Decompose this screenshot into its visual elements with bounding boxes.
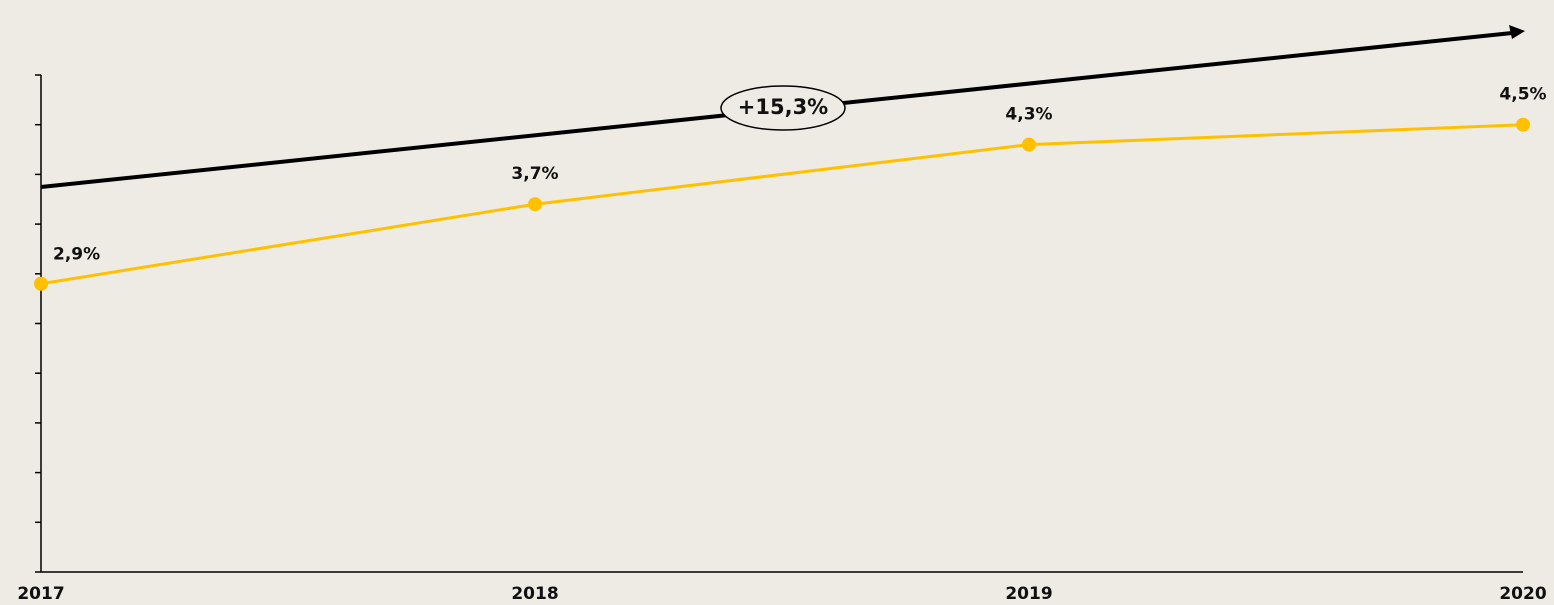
x-tick-label: 2018 <box>511 584 558 604</box>
arrow-head <box>1509 25 1525 39</box>
data-label: 4,3% <box>1005 105 1052 125</box>
x-tick-label: 2017 <box>17 584 64 604</box>
series-line <box>40 123 1524 286</box>
annotation-bubble <box>720 85 846 131</box>
point <box>34 276 48 291</box>
data-label: 4,5% <box>1499 85 1546 105</box>
annotation: +15,3% <box>738 95 828 119</box>
data-label: 3,7% <box>511 164 558 184</box>
data-label: 2,9% <box>53 245 100 265</box>
point <box>1516 117 1530 132</box>
x-tick-label: 2019 <box>1005 584 1052 604</box>
x-tick-label: 2020 <box>1499 584 1546 604</box>
point <box>1022 137 1036 152</box>
point <box>528 197 542 212</box>
